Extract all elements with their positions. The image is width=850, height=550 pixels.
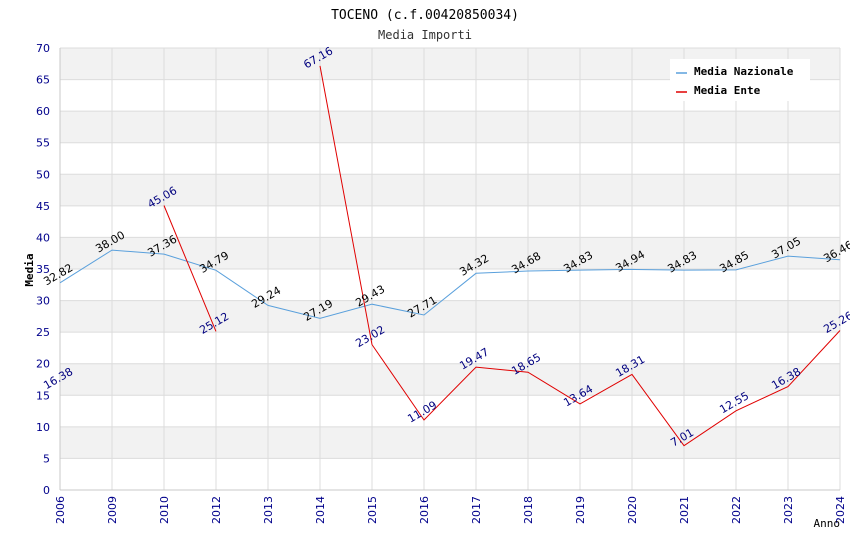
y-tick-label: 65: [36, 74, 50, 87]
y-tick-label: 15: [36, 389, 50, 402]
series-line-0: [59, 249, 841, 319]
x-tick-label: 2006: [54, 496, 67, 524]
y-tick-label: 50: [36, 168, 50, 181]
x-tick-label: 2015: [366, 496, 379, 524]
data-label: 11.09: [405, 398, 439, 425]
y-tick-label: 60: [36, 105, 50, 118]
x-tick-label: 2013: [262, 496, 275, 524]
y-tick-label: 20: [36, 358, 50, 371]
x-tick-label: 2014: [314, 496, 327, 524]
legend-label-media-ente: Media Ente: [694, 84, 761, 97]
y-tick-label: 5: [43, 452, 50, 465]
y-tick-label: 30: [36, 295, 50, 308]
plot-bands: [60, 48, 840, 459]
y-tick-label: 25: [36, 326, 50, 339]
x-tick-label: 2010: [158, 496, 171, 524]
series-line-1: [163, 205, 217, 332]
legend-label-media-nazionale: Media Nazionale: [694, 65, 794, 78]
series-line-1: [319, 65, 841, 447]
x-tick-label: 2009: [106, 496, 119, 524]
x-tick-label: 2022: [730, 496, 743, 524]
x-tick-label: 2018: [522, 496, 535, 524]
chart-title: TOCENO (c.f.00420850034): [331, 8, 519, 23]
gridlines: [59, 47, 841, 491]
y-tick-label: 70: [36, 42, 50, 55]
plot-band: [60, 174, 840, 206]
x-tick-label: 2020: [626, 496, 639, 524]
x-axis-title: Anno: [814, 517, 841, 530]
x-tick-labels: 2006 2009 2010 2012 2013 2014 2015 2016 2017 2018…: [54, 496, 847, 524]
x-tick-label: 2024: [834, 496, 847, 524]
y-axis-title: Media: [23, 253, 36, 286]
plot-band: [60, 237, 840, 269]
y-tick-label: 0: [43, 484, 50, 497]
x-tick-label: 2017: [470, 496, 483, 524]
plot-band: [60, 426, 840, 459]
x-tick-label: 2019: [574, 496, 587, 524]
x-tick-label: 2012: [210, 496, 223, 524]
y-tick-label: 10: [36, 421, 50, 434]
y-tick-label: 45: [36, 200, 50, 213]
plot-band: [60, 363, 840, 396]
series-lines: [59, 65, 841, 447]
x-tick-label: 2016: [418, 496, 431, 524]
legend: Media Nazionale Media Ente: [670, 59, 810, 101]
y-tick-label: 55: [36, 137, 50, 150]
plot-band: [60, 300, 840, 333]
legend-box: [670, 59, 810, 101]
y-tick-labels: 0 5 10 15 20 25 30 35 40 45 50 55 60 65 70: [36, 42, 50, 497]
chart-subtitle: Media Importi: [378, 28, 472, 42]
y-tick-label: 40: [36, 231, 50, 244]
plot-band: [60, 111, 840, 143]
x-tick-label: 2023: [782, 496, 795, 524]
y-tick-label: 35: [36, 263, 50, 276]
x-tick-label: 2021: [678, 496, 691, 524]
